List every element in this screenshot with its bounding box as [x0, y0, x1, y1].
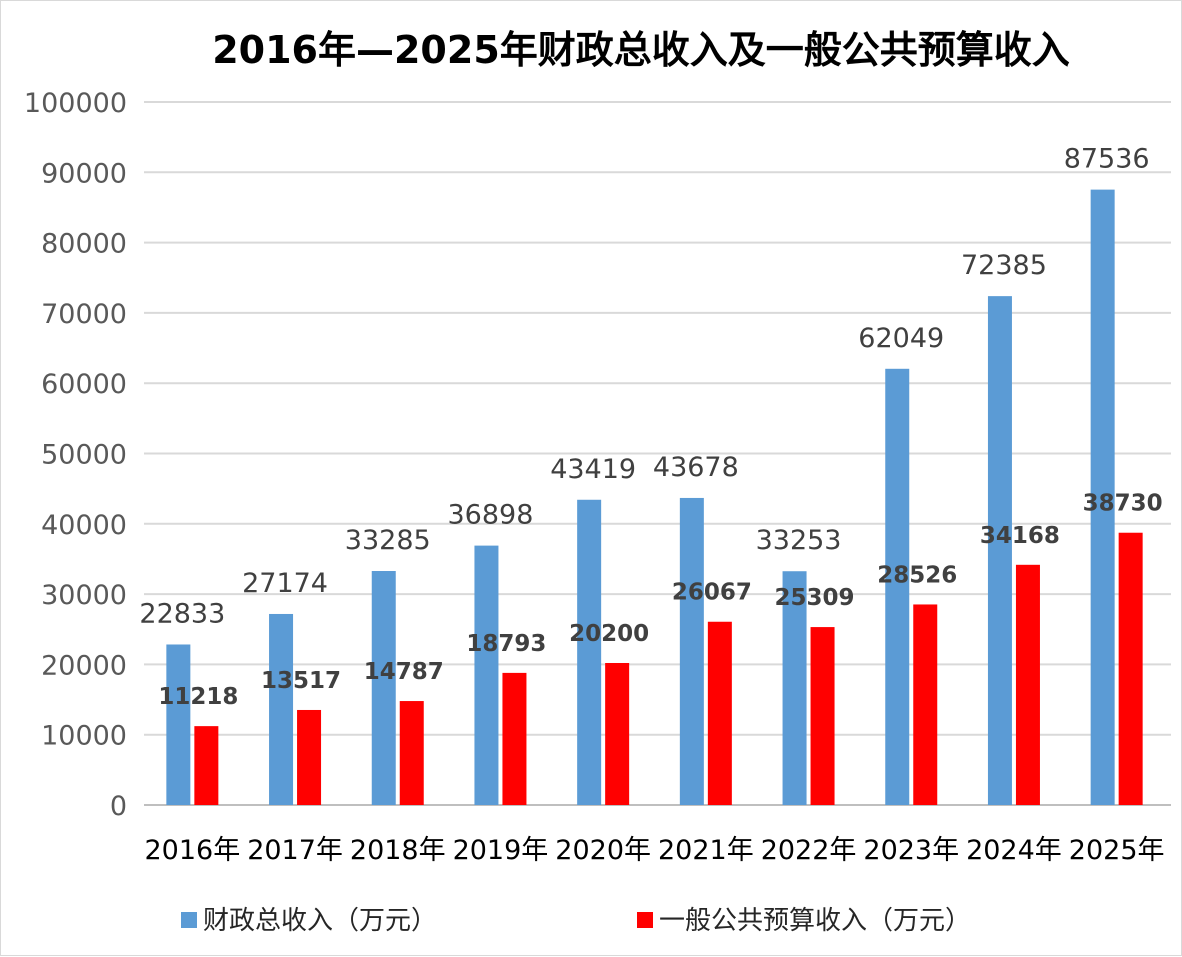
data-label-total-revenue: 27174	[242, 568, 328, 599]
bar-budget-revenue	[1015, 564, 1040, 805]
x-tick-label: 2021年	[658, 835, 754, 866]
data-label-total-revenue: 33253	[756, 525, 842, 556]
bar-total-revenue	[371, 571, 396, 805]
x-tick-label: 2025年	[1069, 835, 1165, 866]
x-axis-ticks: 2016年 2017年 2018年 2019年 2020年 2021年 2022年 2023年…	[144, 835, 1164, 866]
y-tick-label: 70000	[41, 299, 127, 330]
data-label-budget-revenue: 13517	[261, 668, 341, 694]
x-tick-label: 2023年	[863, 835, 959, 866]
bar-budget-revenue	[297, 709, 322, 805]
y-tick-label: 90000	[41, 158, 127, 189]
y-tick-label: 10000	[41, 721, 127, 752]
bar-budget-revenue	[707, 621, 732, 805]
data-label-budget-revenue: 11218	[158, 684, 238, 710]
data-label-total-revenue: 22833	[139, 598, 225, 629]
data-label-total-revenue: 43419	[550, 454, 636, 485]
bar-budget-revenue	[810, 627, 835, 805]
bar-total-revenue	[577, 499, 602, 805]
data-label-budget-revenue: 28526	[877, 562, 957, 588]
data-label-budget-revenue: 20200	[569, 621, 649, 647]
y-axis-ticks: 0 10000 20000 30000 40000 50000 60000 70000 8000…	[24, 88, 127, 822]
y-tick-label: 20000	[41, 650, 127, 681]
legend-swatch-total-revenue	[181, 912, 197, 928]
legend-label-budget-revenue: 一般公共预算收入（万元）	[659, 906, 971, 936]
bars	[166, 189, 1143, 805]
bar-total-revenue	[885, 368, 910, 805]
data-label-total-revenue: 33285	[345, 525, 431, 556]
x-tick-label: 2018年	[350, 835, 446, 866]
bar-budget-revenue	[194, 726, 219, 805]
bar-budget-revenue	[913, 604, 938, 805]
bar-budget-revenue	[502, 672, 527, 805]
data-label-budget-revenue: 34168	[980, 523, 1060, 549]
data-label-budget-revenue: 14787	[364, 659, 444, 685]
data-label-total-revenue: 62049	[858, 323, 944, 354]
bar-total-revenue	[679, 497, 704, 805]
data-label-total-revenue: 87536	[1064, 144, 1150, 175]
x-tick-label: 2017年	[247, 835, 343, 866]
bar-total-revenue	[1090, 189, 1115, 805]
chart-title: 2016年—2025年财政总收入及一般公共预算收入	[212, 28, 1070, 72]
y-tick-label: 80000	[41, 229, 127, 260]
bar-budget-revenue	[605, 662, 630, 805]
bar-budget-revenue	[399, 701, 424, 805]
y-tick-label: 60000	[41, 369, 127, 400]
data-labels: 22833 11218 27174 13517 33285 14787 36898 18793…	[139, 144, 1162, 711]
y-tick-label: 30000	[41, 580, 127, 611]
legend-label-total-revenue: 财政总收入（万元）	[203, 906, 437, 936]
bar-total-revenue	[782, 571, 807, 805]
legend: 财政总收入（万元） 一般公共预算收入（万元）	[181, 906, 971, 936]
y-tick-label: 40000	[41, 510, 127, 541]
bar-total-revenue	[166, 644, 191, 805]
bar-total-revenue	[269, 613, 294, 805]
data-label-budget-revenue: 26067	[672, 580, 752, 606]
data-label-budget-revenue: 38730	[1083, 491, 1163, 517]
y-tick-label: 50000	[41, 440, 127, 471]
x-tick-label: 2022年	[761, 835, 857, 866]
x-tick-label: 2016年	[144, 835, 240, 866]
x-tick-label: 2024年	[966, 835, 1062, 866]
x-tick-label: 2020年	[555, 835, 651, 866]
bar-total-revenue	[987, 296, 1012, 805]
x-tick-label: 2019年	[453, 835, 549, 866]
data-label-total-revenue: 72385	[961, 250, 1047, 281]
legend-swatch-budget-revenue	[637, 912, 653, 928]
y-tick-label: 100000	[24, 88, 127, 119]
data-label-budget-revenue: 25309	[775, 585, 855, 611]
data-label-total-revenue: 43678	[653, 452, 739, 483]
bar-total-revenue	[474, 545, 499, 805]
data-label-total-revenue: 36898	[447, 500, 533, 531]
y-tick-label: 0	[110, 791, 127, 822]
bar-budget-revenue	[1118, 532, 1143, 805]
data-label-budget-revenue: 18793	[466, 631, 546, 657]
